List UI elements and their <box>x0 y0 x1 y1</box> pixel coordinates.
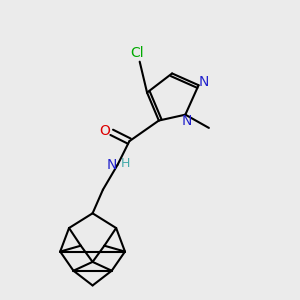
Text: N: N <box>106 158 117 172</box>
Text: N: N <box>182 114 192 128</box>
Text: H: H <box>121 157 130 170</box>
Text: N: N <box>199 75 209 89</box>
Text: O: O <box>99 124 110 138</box>
Text: Cl: Cl <box>130 46 144 60</box>
